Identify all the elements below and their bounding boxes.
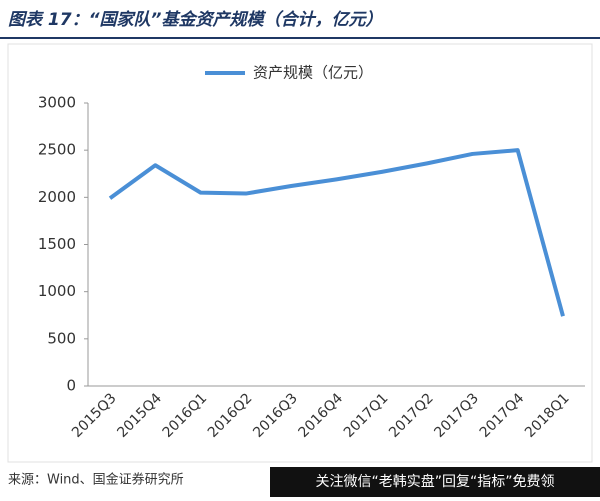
chart-title: 图表 17：“国家队”基金资产规模（合计，亿元） bbox=[8, 10, 382, 30]
legend-label: 资产规模（亿元） bbox=[253, 64, 373, 82]
watermark: 关注微信“老韩实盘”回复“指标”免费领 bbox=[315, 473, 554, 490]
y-tick-label: 2500 bbox=[38, 141, 76, 159]
y-tick-label: 1000 bbox=[38, 282, 76, 300]
line bbox=[108, 148, 565, 317]
watermark-box bbox=[270, 467, 600, 497]
y-tick-label: 500 bbox=[47, 329, 76, 347]
source: 来源：Wind、国金证券研究所 bbox=[8, 472, 184, 488]
y-tick-label: 0 bbox=[66, 377, 76, 395]
y-tick-label: 1500 bbox=[38, 235, 76, 253]
plot-frame bbox=[7, 43, 593, 463]
y-tick-label: 2000 bbox=[38, 188, 76, 206]
y-tick-label: 3000 bbox=[38, 94, 76, 112]
